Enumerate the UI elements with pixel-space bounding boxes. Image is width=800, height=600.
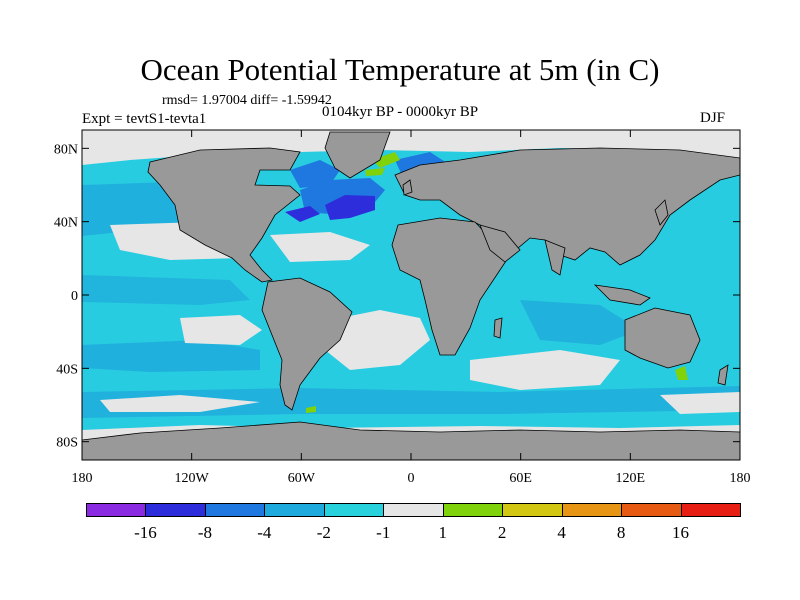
japan	[654, 199, 669, 226]
weddell-warm	[306, 406, 316, 413]
lon-tick-label: 180	[730, 471, 751, 486]
labrador-band	[290, 160, 340, 188]
colorbar-label: 4	[557, 523, 566, 542]
south-ocean-band	[82, 386, 740, 418]
indian-ocean-band	[520, 300, 640, 345]
s-pacific-gray-east	[660, 392, 740, 414]
barents-warm	[365, 168, 385, 176]
colorbar-label: -4	[257, 523, 272, 542]
new-zealand	[717, 364, 729, 386]
colorbar-segment	[145, 503, 206, 517]
antarctica	[82, 421, 740, 460]
colorbar	[86, 503, 741, 517]
stats-label: rmsd= 1.97004 diff= -1.59942	[162, 93, 332, 108]
colorbar-label: -16	[134, 523, 157, 542]
season-label: DJF	[700, 110, 726, 126]
eurasia	[394, 147, 740, 266]
colorbar-label: -1	[376, 523, 391, 542]
colorbar-segment	[442, 503, 504, 517]
land-masses	[82, 131, 740, 460]
lat-tick-label: 40N	[54, 216, 78, 231]
australia	[624, 307, 701, 369]
colorbar-label: -8	[197, 523, 212, 542]
arabia	[479, 224, 521, 263]
south-america	[261, 277, 353, 411]
period-label: 0104kyr BP - 0000kyr BP	[322, 104, 479, 120]
colorbar-segment	[86, 503, 147, 517]
colorbar-label: -2	[316, 523, 331, 542]
tasman-warm	[675, 366, 688, 380]
lat-tick-label: 80N	[54, 142, 78, 157]
colorbar-segment	[383, 503, 444, 517]
colorbar-segment	[561, 503, 623, 517]
colorbar-segment	[204, 503, 266, 517]
uk	[402, 179, 413, 196]
lon-tick-label: 120E	[616, 471, 646, 486]
axis-ticks: 80N 40N 0 40S 80S 180 120W 60W 0 60E 120E 180	[54, 130, 751, 486]
lon-tick-label: 120W	[175, 471, 210, 486]
colorbar-segment	[264, 503, 325, 517]
lat-tick-label: 40S	[56, 362, 78, 377]
colorbar-segment	[502, 503, 563, 517]
colorbar-segment	[323, 503, 385, 517]
indonesia	[593, 284, 651, 306]
lon-tick-label: 60W	[288, 471, 316, 486]
colorbar-segment	[621, 503, 682, 517]
n-atlantic-subtrop-gray	[270, 232, 370, 262]
colorbar-segment	[680, 503, 741, 517]
east-pacific-gray	[180, 315, 262, 345]
madagascar	[493, 317, 503, 339]
lat-tick-label: 80S	[56, 436, 78, 451]
colorbar-label: 1	[438, 523, 447, 542]
colorbar-label: 2	[497, 523, 507, 542]
chart-title: Ocean Potential Temperature at 5m (in C)	[140, 52, 660, 87]
gulf-stream-band	[285, 206, 320, 222]
lon-tick-label: 0	[408, 471, 415, 486]
n-atlantic-core	[325, 195, 375, 220]
experiment-label: Expt = tevtS1-tevta1	[82, 111, 207, 127]
arctic-missing	[82, 130, 740, 165]
s-atlantic-gray	[325, 310, 430, 370]
map-area	[82, 130, 740, 460]
lat-tick-label: 0	[71, 289, 78, 304]
pacific-equator-band	[82, 275, 250, 305]
greenland-sea-warm	[372, 152, 400, 168]
greenland	[324, 131, 391, 179]
colorbar-label: 16	[672, 523, 690, 542]
north-america	[147, 147, 301, 283]
lon-tick-label: 180	[72, 471, 93, 486]
colorbar-label: 8	[616, 523, 626, 542]
s-pacific-band	[82, 340, 260, 372]
lon-tick-label: 60E	[509, 471, 532, 486]
southern-ocean-gray	[100, 395, 260, 412]
s-indian-gray	[470, 350, 620, 390]
india	[544, 239, 566, 276]
